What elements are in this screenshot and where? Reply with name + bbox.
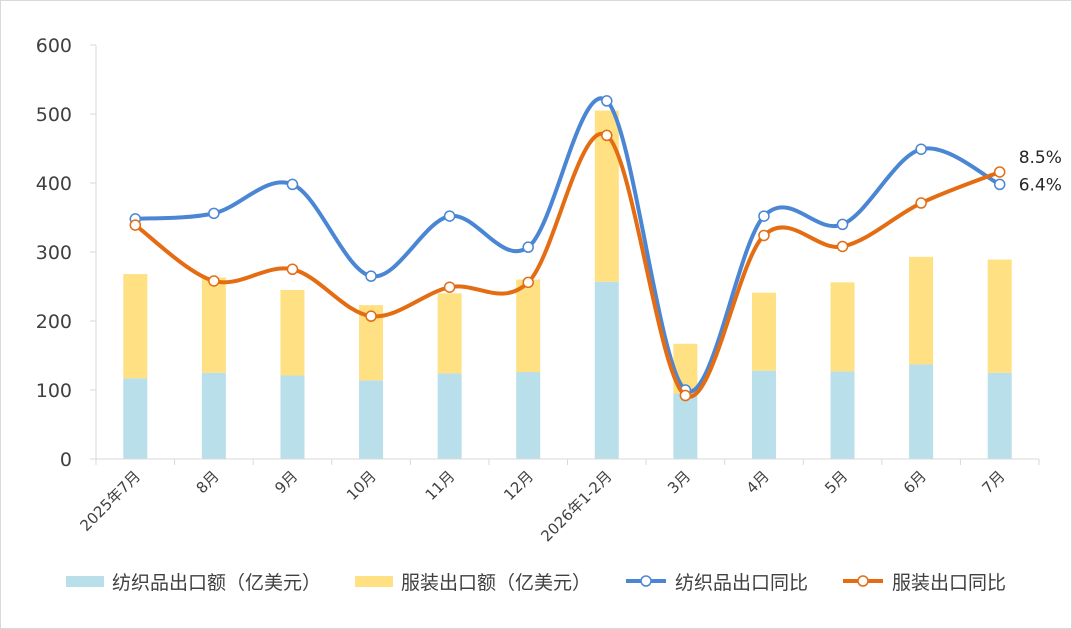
x-tick-label: 4月 (743, 467, 773, 497)
y-tick-label: 0 (60, 449, 72, 471)
point-apparel-yoy (758, 229, 770, 242)
point-apparel-yoy (522, 276, 534, 289)
point-textile-yoy (601, 95, 613, 107)
x-tick-label: 6月 (900, 467, 930, 497)
bar-textile-export (280, 375, 305, 459)
bar-textile-export (673, 393, 698, 459)
end-label-textile-yoy: 6.4% (1019, 175, 1062, 195)
point-apparel-yoy (286, 263, 299, 275)
bar-textile-export (909, 364, 934, 459)
x-tick-label: 11月 (422, 467, 459, 504)
legend-label-apparel-export: 服装出口额（亿美元） (400, 571, 591, 594)
point-textile-yoy (993, 178, 1006, 191)
point-textile-yoy (443, 210, 456, 222)
legend-label-textile-yoy: 纺织品出口同比 (675, 571, 809, 594)
x-tick-label: 5月 (821, 467, 851, 497)
legend-item-apparel-export: 服装出口额（亿美元） (354, 568, 591, 595)
point-apparel-yoy (915, 197, 927, 209)
point-apparel-yoy (679, 389, 692, 402)
bar-apparel-export (987, 259, 1012, 373)
point-textile-yoy (522, 241, 534, 253)
bar-apparel-export (437, 293, 462, 374)
bar-apparel-export (201, 277, 226, 373)
x-axis: 2025年7月 8月 9月 10月 11月 12月 2026年1-2月 3月 4月 5月 6月 7月 (76, 458, 1040, 545)
legend-swatch-apparel-line (843, 575, 884, 587)
bar-textile-export (594, 281, 619, 459)
y-axis: 0 100 200 300 400 500 600 (36, 35, 97, 471)
legend-item-textile-yoy: 纺织品出口同比 (625, 568, 808, 595)
y-tick-label: 200 (36, 311, 72, 333)
bar-textile-export (123, 378, 148, 459)
point-textile-yoy (836, 218, 849, 231)
point-textile-yoy (208, 207, 220, 220)
bar-textile-export (830, 371, 855, 459)
legend-label-apparel-yoy: 服装出口同比 (892, 571, 1007, 594)
x-tick-label: 3月 (664, 467, 694, 497)
legend-label-textile-export: 纺织品出口额（亿美元） (111, 571, 321, 594)
bar-textile-export (437, 373, 462, 459)
bar-textile-export (516, 372, 541, 459)
x-tick-label: 7月 (978, 467, 1008, 497)
y-tick-label: 600 (36, 35, 72, 57)
bar-apparel-export (909, 256, 934, 365)
bar-apparel-export (751, 292, 776, 371)
point-apparel-yoy (993, 166, 1006, 178)
point-apparel-yoy (836, 240, 849, 253)
x-tick-label: 8月 (193, 467, 223, 497)
legend-swatch-apparel-bar (354, 575, 393, 587)
bars-layer (123, 110, 1012, 459)
legend-item-textile-export: 纺织品出口额（亿美元） (65, 568, 321, 595)
x-tick-label: 12月 (500, 467, 537, 504)
x-tick-label: 10月 (343, 467, 380, 504)
point-textile-yoy (286, 178, 299, 191)
bar-textile-export (751, 370, 776, 459)
line-apparel-yoy (133, 131, 1002, 399)
y-tick-label: 500 (36, 104, 72, 126)
legend-item-apparel-yoy: 服装出口同比 (842, 568, 1006, 595)
point-textile-yoy (915, 143, 927, 155)
bar-textile-export (987, 372, 1012, 459)
bar-apparel-export (830, 282, 855, 372)
point-apparel-yoy (365, 310, 377, 322)
point-apparel-yoy (208, 275, 220, 287)
end-label-apparel-yoy: 8.5% (1019, 148, 1062, 168)
x-tick-label: 2025年7月 (76, 467, 144, 535)
legend-swatch-textile-line (626, 575, 666, 587)
y-tick-label: 100 (36, 380, 72, 402)
x-tick-label: 9月 (271, 467, 301, 497)
point-textile-yoy (365, 270, 377, 282)
point-apparel-yoy (129, 219, 142, 231)
legend-swatch-textile-bar (65, 575, 104, 587)
y-tick-label: 400 (36, 173, 72, 195)
bar-textile-export (201, 372, 226, 459)
legend: 纺织品出口额（亿美元） 服装出口额（亿美元） 纺织品出口同比 服装出口同比 (1, 566, 1071, 596)
point-apparel-yoy (601, 129, 613, 142)
lines-layer: 8.5% 6.4% (129, 95, 1062, 402)
x-tick-label: 2026年1-2月 (537, 467, 615, 545)
bar-apparel-export (280, 289, 305, 376)
bar-textile-export (359, 380, 384, 459)
y-tick-label: 300 (36, 242, 72, 264)
bar-apparel-export (123, 274, 148, 379)
bar-apparel-export (516, 279, 541, 373)
line-textile-yoy (133, 96, 1002, 394)
point-apparel-yoy (443, 281, 456, 293)
point-textile-yoy (758, 210, 770, 222)
